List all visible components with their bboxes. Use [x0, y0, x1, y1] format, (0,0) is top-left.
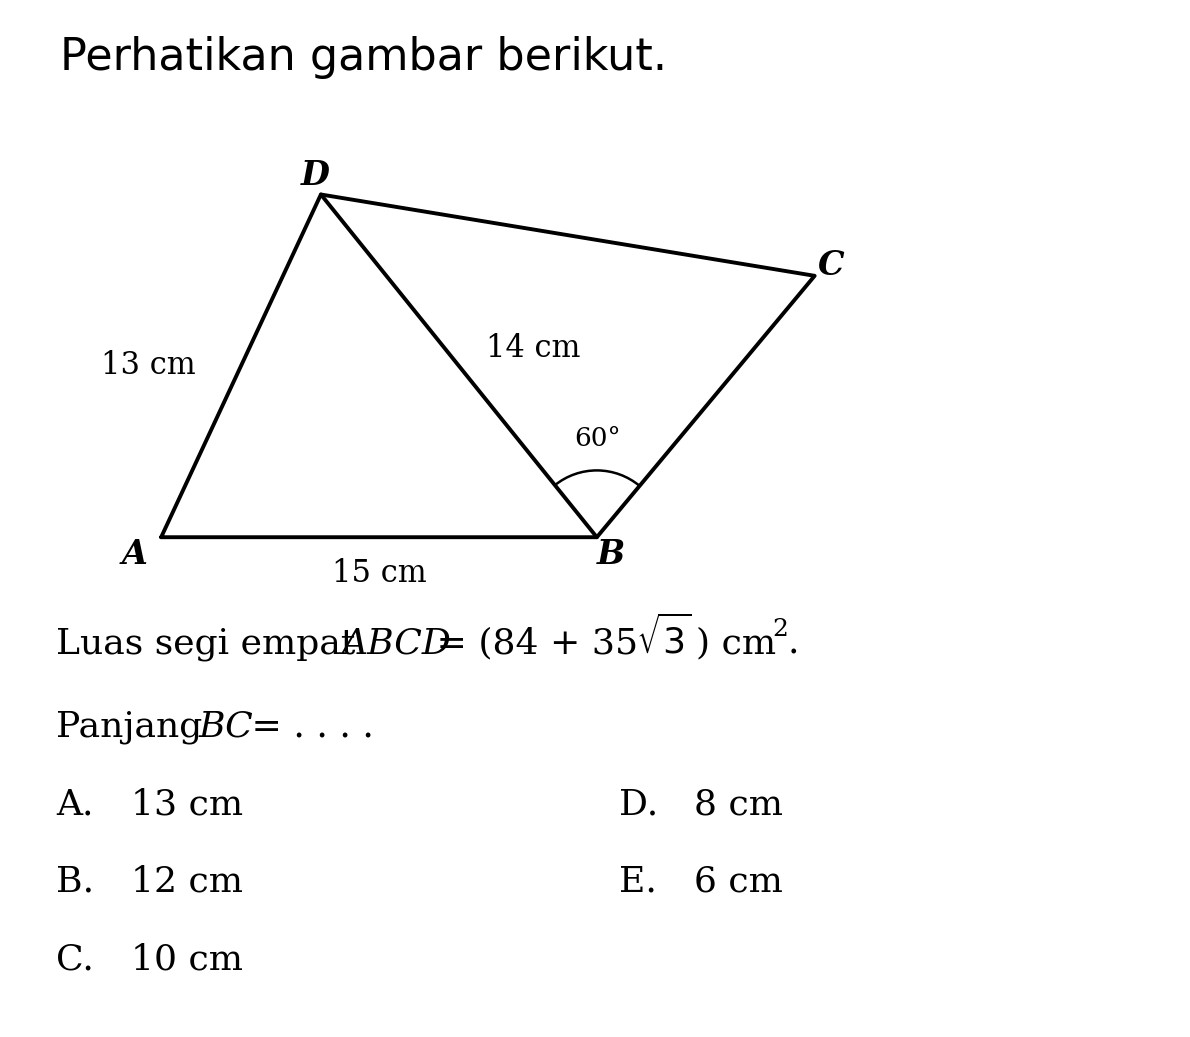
Text: B.: B.: [56, 865, 94, 899]
Text: Panjang: Panjang: [56, 709, 214, 744]
Text: Perhatikan gambar berikut.: Perhatikan gambar berikut.: [60, 36, 666, 79]
Text: 14 cm: 14 cm: [487, 333, 581, 364]
Text: D: D: [301, 159, 330, 192]
Text: .: .: [788, 626, 798, 661]
Text: D.: D.: [619, 787, 658, 821]
Text: 2: 2: [772, 617, 789, 641]
Text: E.: E.: [619, 865, 657, 899]
Text: BC: BC: [199, 709, 253, 744]
Text: 13 cm: 13 cm: [101, 351, 196, 382]
Text: 12 cm: 12 cm: [131, 865, 243, 899]
Text: ABCD: ABCD: [342, 626, 452, 661]
Text: Luas segi empat: Luas segi empat: [56, 626, 367, 661]
Text: 6 cm: 6 cm: [694, 865, 783, 899]
Text: 60°: 60°: [575, 426, 621, 451]
Text: $\sqrt{3}$: $\sqrt{3}$: [635, 615, 691, 661]
Text: 10 cm: 10 cm: [131, 943, 243, 977]
Text: = . . . .: = . . . .: [240, 709, 375, 744]
Text: 15 cm: 15 cm: [332, 558, 426, 589]
Text: 8 cm: 8 cm: [694, 787, 783, 821]
Text: = (84 + 35: = (84 + 35: [425, 626, 638, 661]
Text: 13 cm: 13 cm: [131, 787, 243, 821]
Text: B: B: [597, 538, 626, 571]
Text: A.: A.: [56, 787, 94, 821]
Text: C: C: [818, 249, 844, 282]
Text: A: A: [123, 538, 148, 571]
Text: C.: C.: [56, 943, 94, 977]
Text: ) cm: ) cm: [696, 626, 776, 661]
